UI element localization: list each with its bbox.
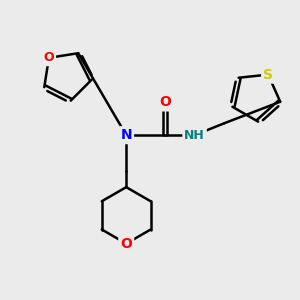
Text: S: S (263, 68, 273, 82)
Text: NH: NH (184, 129, 205, 142)
Text: O: O (120, 237, 132, 250)
Text: N: N (120, 128, 132, 142)
Text: O: O (159, 95, 171, 110)
Text: O: O (44, 51, 54, 64)
